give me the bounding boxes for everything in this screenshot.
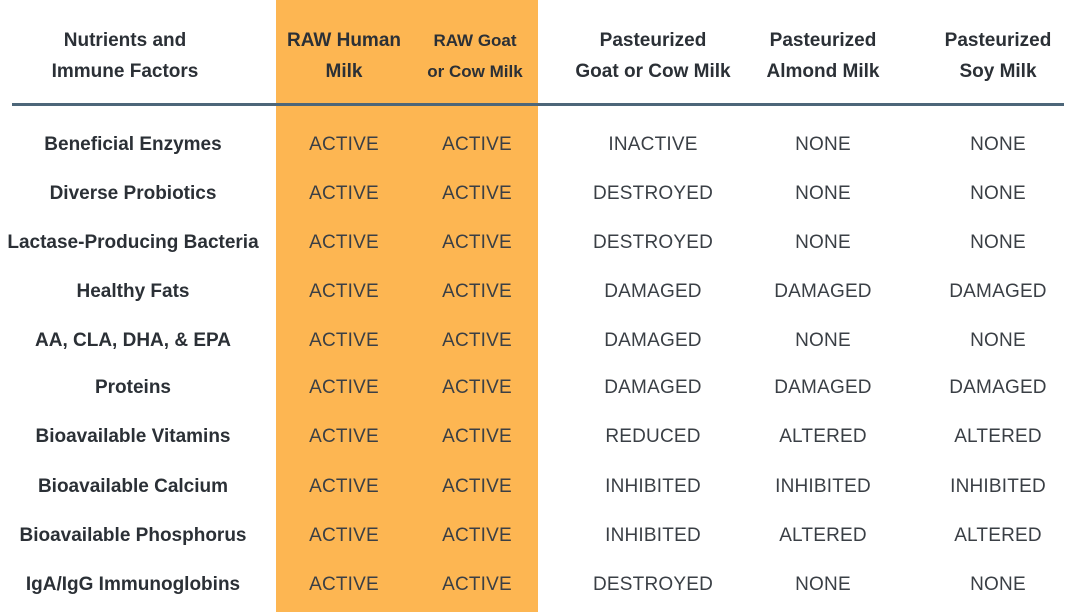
header-nutrients: Nutrients and Immune Factors	[51, 30, 199, 82]
row-label: Bioavailable Vitamins	[35, 426, 231, 447]
row-label: Proteins	[94, 377, 172, 398]
header-pasteurized-soy-milk: Pasteurized Soy Milk	[944, 30, 1052, 82]
cell-raw-human: ACTIVE	[309, 574, 379, 595]
cell-past-soy: INHIBITED	[950, 476, 1046, 497]
cell-past-soy: NONE	[970, 574, 1026, 595]
cell-past-almond: NONE	[795, 134, 851, 155]
cell-past-goat-cow: DAMAGED	[604, 377, 702, 398]
cell-past-goat-cow: DAMAGED	[604, 281, 702, 302]
cell-past-soy: NONE	[970, 232, 1026, 253]
cell-past-goat-cow: INHIBITED	[605, 476, 701, 497]
cell-raw-human: ACTIVE	[309, 281, 379, 302]
cell-past-soy: NONE	[970, 183, 1026, 204]
cell-raw-human: ACTIVE	[309, 183, 379, 204]
row-label: IgA/IgG Immunoglobins	[25, 574, 241, 595]
cell-past-almond: NONE	[795, 330, 851, 351]
row-label: Lactase-Producing Bacteria	[7, 232, 259, 253]
cell-past-soy: NONE	[970, 330, 1026, 351]
table-row: Bioavailable Calcium ACTIVE ACTIVE INHIB…	[0, 467, 1078, 507]
row-label: Healthy Fats	[76, 281, 190, 302]
cell-raw-goat-cow: ACTIVE	[442, 134, 512, 155]
cell-raw-human: ACTIVE	[309, 525, 379, 546]
cell-past-almond: DAMAGED	[774, 377, 872, 398]
header-pasteurized-almond-milk: Pasteurized Almond Milk	[766, 30, 880, 82]
cell-raw-goat-cow: ACTIVE	[442, 232, 512, 253]
cell-past-goat-cow: DESTROYED	[592, 574, 714, 595]
cell-raw-goat-cow: ACTIVE	[442, 574, 512, 595]
cell-raw-human: ACTIVE	[309, 426, 379, 447]
raw-milk-highlight-band	[276, 0, 538, 612]
cell-raw-human: ACTIVE	[309, 377, 379, 398]
cell-raw-human: ACTIVE	[309, 476, 379, 497]
row-label: Bioavailable Phosphorus	[19, 525, 247, 546]
header-pasteurized-goat-cow-milk: Pasteurized Goat or Cow Milk	[575, 30, 731, 82]
table-row: AA, CLA, DHA, & EPA ACTIVE ACTIVE DAMAGE…	[0, 321, 1078, 361]
cell-past-almond: DAMAGED	[774, 281, 872, 302]
header-raw-goat-cow-milk: RAW Goat or Cow Milk	[427, 31, 523, 81]
cell-past-soy: ALTERED	[954, 426, 1042, 447]
cell-raw-human: ACTIVE	[309, 330, 379, 351]
cell-raw-goat-cow: ACTIVE	[442, 281, 512, 302]
table-row: Lactase-Producing Bacteria ACTIVE ACTIVE…	[0, 223, 1078, 263]
table-row: Healthy Fats ACTIVE ACTIVE DAMAGED DAMAG…	[0, 272, 1078, 312]
cell-raw-goat-cow: ACTIVE	[442, 377, 512, 398]
cell-past-almond: NONE	[795, 183, 851, 204]
cell-past-soy: NONE	[970, 134, 1026, 155]
row-label: Diverse Probiotics	[49, 183, 217, 204]
header-raw-human-milk: RAW Human Milk	[287, 30, 401, 82]
cell-past-soy: ALTERED	[954, 525, 1042, 546]
row-label: AA, CLA, DHA, & EPA	[35, 330, 231, 351]
table-row: IgA/IgG Immunoglobins ACTIVE ACTIVE DEST…	[0, 565, 1078, 605]
cell-past-goat-cow: DESTROYED	[592, 232, 714, 253]
cell-past-almond: NONE	[795, 232, 851, 253]
cell-raw-goat-cow: ACTIVE	[442, 476, 512, 497]
cell-past-almond: NONE	[795, 574, 851, 595]
table-row: Diverse Probiotics ACTIVE ACTIVE DESTROY…	[0, 174, 1078, 214]
row-label: Beneficial Enzymes	[44, 134, 222, 155]
header-divider	[12, 103, 1064, 106]
cell-raw-human: ACTIVE	[309, 134, 379, 155]
cell-raw-goat-cow: ACTIVE	[442, 330, 512, 351]
cell-past-almond: ALTERED	[779, 426, 867, 447]
cell-past-almond: ALTERED	[779, 525, 867, 546]
table-row: Proteins ACTIVE ACTIVE DAMAGED DAMAGED D…	[0, 368, 1078, 408]
cell-past-goat-cow: REDUCED	[605, 426, 701, 447]
table-row: Bioavailable Vitamins ACTIVE ACTIVE REDU…	[0, 417, 1078, 457]
cell-past-almond: INHIBITED	[775, 476, 871, 497]
table-row: Beneficial Enzymes ACTIVE ACTIVE INACTIV…	[0, 125, 1078, 165]
cell-past-soy: DAMAGED	[949, 281, 1047, 302]
cell-past-goat-cow: DAMAGED	[604, 330, 702, 351]
row-label: Bioavailable Calcium	[37, 476, 229, 497]
cell-raw-goat-cow: ACTIVE	[442, 525, 512, 546]
cell-raw-human: ACTIVE	[309, 232, 379, 253]
table-row: Bioavailable Phosphorus ACTIVE ACTIVE IN…	[0, 516, 1078, 556]
cell-past-goat-cow: INHIBITED	[605, 525, 701, 546]
cell-past-goat-cow: DESTROYED	[592, 183, 714, 204]
cell-past-goat-cow: INACTIVE	[608, 134, 698, 155]
cell-raw-goat-cow: ACTIVE	[442, 426, 512, 447]
cell-raw-goat-cow: ACTIVE	[442, 183, 512, 204]
cell-past-soy: DAMAGED	[949, 377, 1047, 398]
